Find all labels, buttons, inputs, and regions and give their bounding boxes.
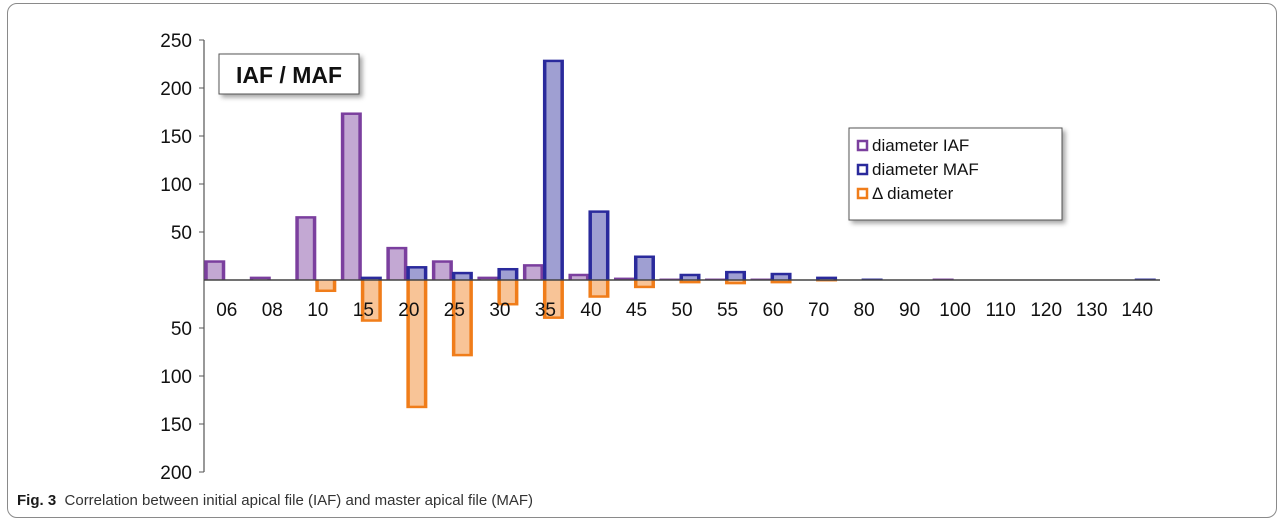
bar-highlight (455, 274, 470, 280)
x-tick-label: 15 (353, 300, 374, 321)
caption-text: Correlation between initial apical file … (64, 492, 534, 509)
bar-highlight (455, 280, 470, 354)
bar-highlight (364, 280, 379, 320)
caption-label: Fig. 3 (17, 492, 57, 509)
bar-highlight (500, 280, 515, 303)
bar-highlight (637, 280, 652, 286)
x-tick-label: 25 (444, 300, 465, 321)
legend-label: diameter MAF (872, 160, 979, 179)
x-tick-label: 10 (307, 300, 328, 321)
chart-title: IAF / MAF (236, 62, 342, 88)
bar-highlight (637, 258, 652, 280)
bar-highlight (298, 218, 313, 280)
bar-highlight (571, 276, 586, 280)
x-tick-label: 06 (216, 300, 237, 321)
legend-swatch (856, 139, 869, 152)
y-tick-label: 100 (160, 367, 192, 388)
x-tick-label: 110 (986, 300, 1016, 321)
x-tick-label: 120 (1030, 300, 1062, 321)
figure-caption: Fig. 3 Correlation between initial apica… (17, 492, 533, 509)
y-tick-label: 200 (160, 79, 192, 100)
bar-highlight (409, 268, 424, 280)
legend-swatch (856, 163, 869, 176)
legend-label: diameter IAF (872, 136, 969, 155)
bar-highlight (591, 280, 606, 296)
x-tick-label: 60 (762, 300, 783, 321)
x-tick-label: 140 (1121, 300, 1153, 321)
bar-highlight (389, 249, 404, 280)
bar-highlight (683, 276, 697, 280)
y-tick-label: 50 (171, 223, 192, 244)
x-tick-label: 55 (717, 300, 738, 321)
bar-highlight (728, 273, 743, 280)
bar-highlight (500, 270, 515, 280)
y-tick-label: 100 (160, 175, 192, 196)
x-tick-label: 90 (899, 300, 920, 321)
bar-highlight (546, 62, 561, 280)
bar-highlight (207, 262, 222, 280)
x-tick-label: 35 (535, 300, 556, 321)
x-tick-label: 30 (489, 300, 510, 321)
x-tick-label: 130 (1076, 300, 1108, 321)
x-axis: 06 08 10 15 20 25 30 35 40 45 50 55 60 70 80 90 100 110 12… (204, 279, 1160, 321)
y-tick-label: 200 (160, 463, 192, 484)
bars-group (204, 59, 1156, 409)
legend-swatch (856, 187, 869, 200)
x-tick-label: 80 (854, 300, 875, 321)
bar-highlight (435, 262, 450, 280)
x-tick-label: 100 (939, 300, 971, 321)
legend: diameter IAF diameter MAF Δ diameter (848, 127, 1063, 221)
y-axis: 250 200 150 100 50 50 100 150 200 (160, 31, 205, 484)
bar-highlight (318, 280, 333, 290)
y-tick-label: 50 (171, 319, 192, 340)
bar-highlight (409, 280, 424, 406)
y-tick-label: 150 (160, 127, 192, 148)
title-box: IAF / MAF (218, 53, 360, 95)
x-tick-label: 50 (671, 300, 692, 321)
x-tick-label: 70 (808, 300, 829, 321)
y-tick-label: 250 (160, 31, 192, 52)
bar-highlight (774, 275, 789, 280)
x-tick-label: 08 (262, 300, 283, 321)
bar-highlight (728, 280, 743, 282)
legend-label: Δ diameter (872, 184, 954, 203)
x-tick-label: 20 (398, 300, 419, 321)
bar-highlight (591, 212, 606, 280)
bar-highlight (526, 266, 541, 280)
bar-highlight (546, 280, 561, 317)
bar-highlight (344, 114, 359, 281)
x-tick-label: 45 (626, 300, 647, 321)
x-tick-label: 40 (580, 300, 601, 321)
y-tick-label: 150 (160, 415, 192, 436)
